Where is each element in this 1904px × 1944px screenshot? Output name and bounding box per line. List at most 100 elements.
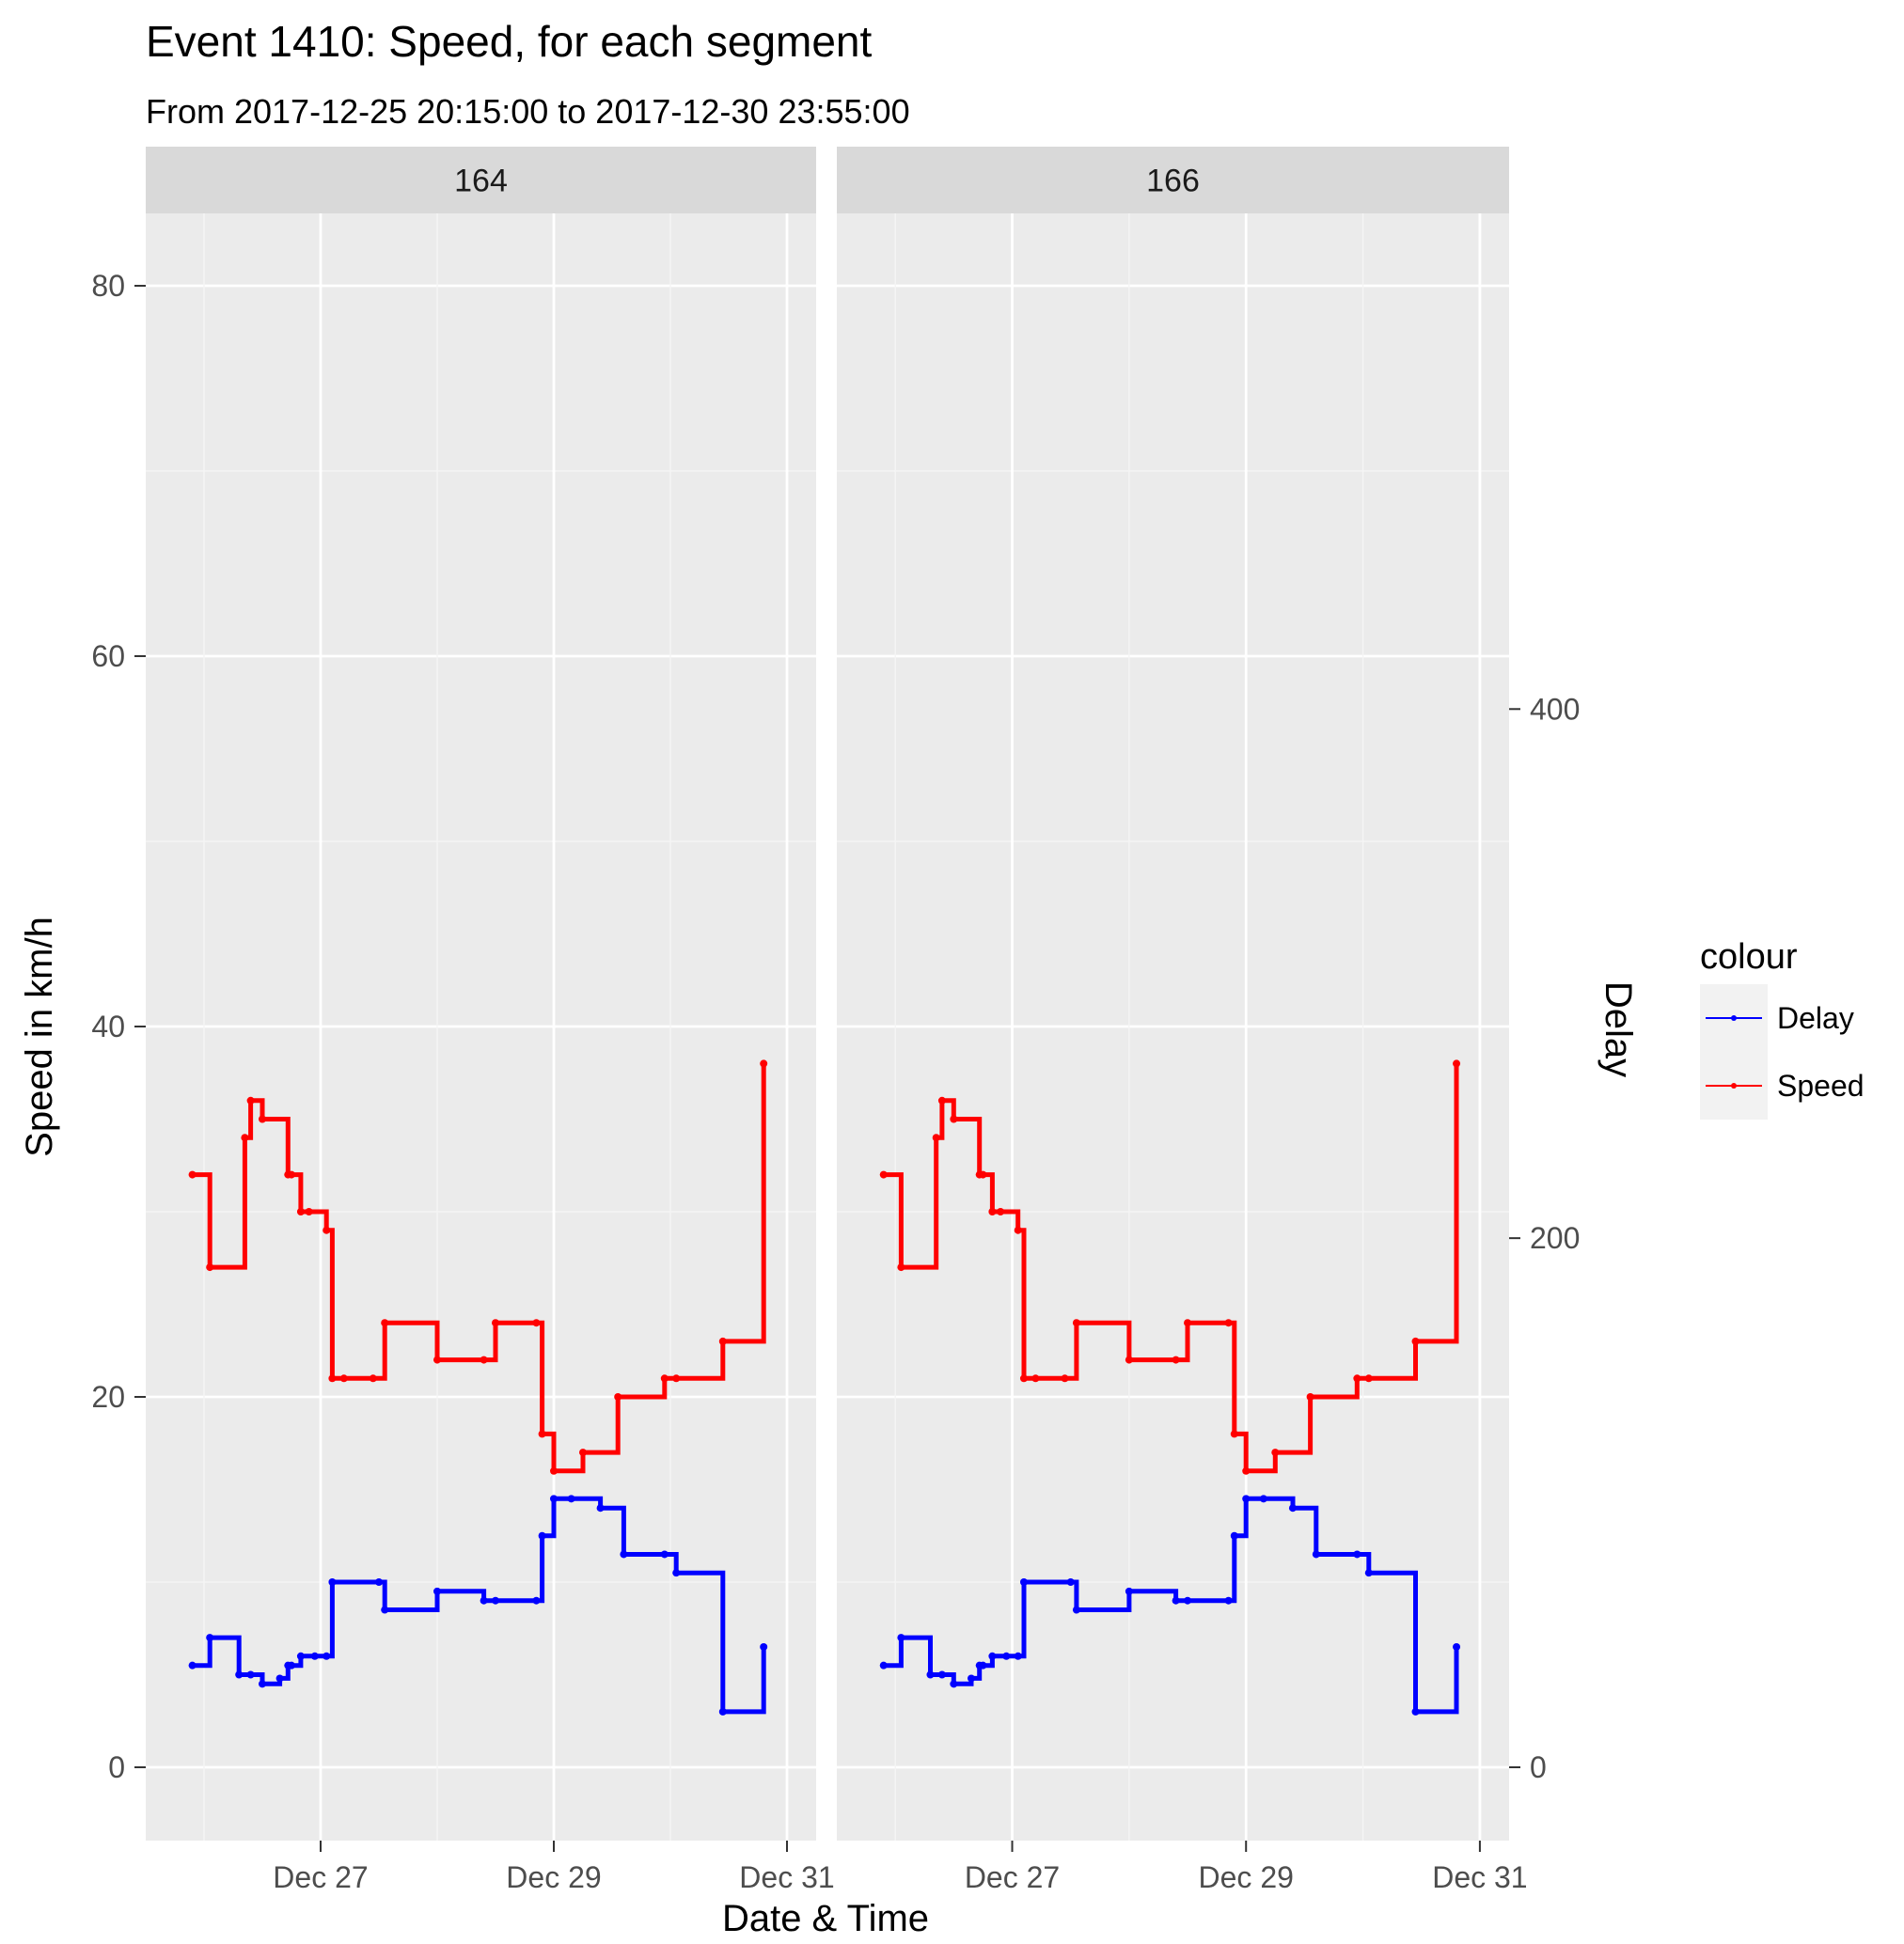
data-point-speed	[288, 1170, 295, 1179]
facet-strip-label: 166	[1146, 164, 1200, 199]
data-point-speed	[1230, 1430, 1238, 1438]
data-point-delay	[538, 1531, 546, 1540]
facet-strip	[146, 147, 816, 213]
data-point-speed	[1031, 1374, 1040, 1383]
data-point-speed	[328, 1374, 337, 1383]
data-point-speed	[188, 1170, 197, 1179]
y-tick-label: 80	[91, 269, 125, 303]
data-point-delay	[1125, 1587, 1133, 1595]
data-point-delay	[596, 1504, 605, 1513]
data-point-delay	[433, 1587, 441, 1595]
data-point-speed	[339, 1374, 348, 1383]
data-point-speed	[538, 1430, 546, 1438]
data-point-delay	[246, 1670, 255, 1679]
data-point-delay	[1002, 1652, 1011, 1660]
data-point-speed	[369, 1374, 377, 1383]
data-point-delay	[328, 1578, 337, 1586]
data-point-delay	[296, 1652, 305, 1660]
data-point-speed	[241, 1134, 249, 1142]
y2-tick-label: 200	[1530, 1221, 1580, 1255]
data-point-delay	[1453, 1642, 1461, 1651]
secondary-y-axis-title: Delay	[1597, 981, 1639, 1077]
data-point-delay	[1014, 1652, 1022, 1660]
data-point-delay	[275, 1674, 284, 1683]
data-point-speed	[433, 1356, 441, 1364]
data-point-speed	[305, 1208, 313, 1215]
x-tick-label: Dec 31	[739, 1860, 834, 1894]
y-tick-label: 60	[91, 639, 125, 673]
data-point-delay	[492, 1596, 499, 1605]
data-point-delay	[1224, 1596, 1233, 1605]
data-point-delay	[1172, 1596, 1180, 1605]
data-point-delay	[1312, 1550, 1320, 1559]
data-point-speed	[550, 1466, 558, 1475]
data-point-delay	[1364, 1569, 1373, 1577]
y-axis-title: Speed in km/h	[19, 917, 60, 1157]
data-point-delay	[532, 1596, 541, 1605]
data-point-speed	[1019, 1374, 1028, 1383]
data-point-delay	[979, 1661, 987, 1670]
data-point-speed	[1125, 1356, 1133, 1364]
data-point-delay	[323, 1652, 331, 1660]
data-point-delay	[1072, 1606, 1080, 1614]
data-point-speed	[296, 1208, 305, 1215]
legend-point-speed	[1731, 1083, 1737, 1089]
data-point-speed	[1072, 1319, 1080, 1327]
series-line-speed	[192, 1063, 766, 1474]
data-point-speed	[1453, 1059, 1461, 1068]
x-tick-label: Dec 31	[1432, 1860, 1527, 1894]
data-point-delay	[1019, 1578, 1028, 1586]
data-point-delay	[660, 1550, 669, 1559]
legend-label-delay: Delay	[1777, 1001, 1854, 1035]
y2-tick-label: 0	[1530, 1750, 1547, 1784]
data-point-delay	[1288, 1504, 1297, 1513]
data-point-speed	[1364, 1374, 1373, 1383]
data-point-delay	[1184, 1596, 1192, 1605]
data-point-speed	[323, 1226, 331, 1234]
legend-label-speed: Speed	[1777, 1069, 1865, 1103]
data-point-speed	[532, 1319, 541, 1327]
data-point-delay	[381, 1606, 389, 1614]
data-point-delay	[1353, 1550, 1361, 1559]
data-point-speed	[897, 1263, 905, 1272]
plot-area: 0 20 40 60 80 0 200 400 Dec 27 Dec 29 Dec 31 164 Dec…	[91, 147, 1580, 1894]
x-axis-title: Date & Time	[722, 1898, 929, 1939]
data-point-speed	[1353, 1374, 1361, 1383]
data-point-delay	[879, 1661, 888, 1670]
series-line-speed	[883, 1063, 1459, 1474]
data-point-delay	[1259, 1495, 1267, 1503]
data-point-delay	[480, 1596, 488, 1605]
data-point-speed	[997, 1208, 1005, 1215]
data-point-delay	[988, 1652, 997, 1660]
data-point-speed	[1224, 1319, 1233, 1327]
data-point-speed	[492, 1319, 499, 1327]
data-point-delay	[310, 1652, 319, 1660]
data-point-delay	[1242, 1495, 1251, 1503]
data-point-speed	[879, 1170, 888, 1179]
chart-title: Event 1410: Speed, for each segment	[146, 17, 873, 66]
data-point-delay	[926, 1670, 935, 1679]
data-point-speed	[259, 1115, 266, 1123]
data-point-speed	[206, 1263, 214, 1272]
x-tick-label: Dec 27	[273, 1860, 368, 1894]
data-point-delay	[672, 1569, 681, 1577]
data-point-delay	[235, 1670, 244, 1679]
data-point-speed	[1014, 1226, 1022, 1234]
facet-strip	[837, 147, 1509, 213]
data-point-speed	[1411, 1337, 1420, 1345]
data-point-speed	[614, 1393, 622, 1401]
data-point-speed	[381, 1319, 389, 1327]
data-point-speed	[672, 1374, 681, 1383]
data-point-speed	[1271, 1449, 1280, 1457]
data-point-speed	[950, 1115, 958, 1123]
data-point-delay	[897, 1634, 905, 1642]
data-point-delay	[937, 1670, 946, 1679]
data-point-delay	[1230, 1531, 1238, 1540]
data-point-delay	[567, 1495, 575, 1503]
data-point-delay	[259, 1680, 266, 1688]
data-point-delay	[550, 1495, 558, 1503]
data-point-speed	[718, 1337, 727, 1345]
data-point-speed	[932, 1134, 940, 1142]
data-point-speed	[1306, 1393, 1314, 1401]
